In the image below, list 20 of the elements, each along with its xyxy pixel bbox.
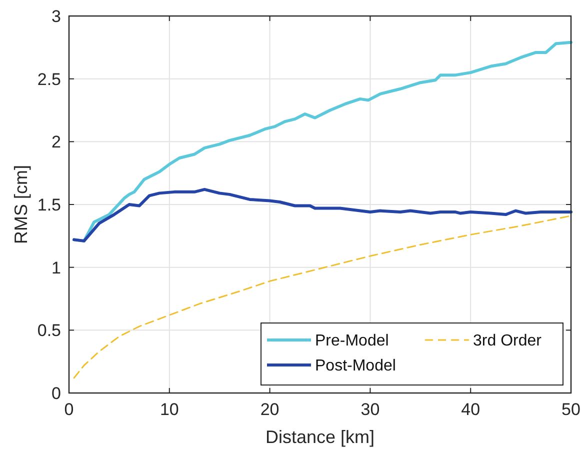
line-series [73,215,572,379]
legend-label: Post-Model [315,358,396,375]
y-tick-label: 0 [52,384,61,403]
legend-label: Pre-Model [315,332,389,350]
line-series [72,188,572,242]
y-tick-label: 1.5 [37,195,61,214]
legend-label: 3rd Order [473,332,542,350]
x-tick-label: 40 [461,400,480,419]
x-tick-label: 0 [64,400,74,419]
x-axis-title: Distance [km] [265,427,375,447]
y-tick-label: 3 [52,6,61,26]
y-tick-label: 1 [52,258,61,278]
x-tick-label: 20 [260,400,280,419]
x-tick-label: 30 [360,400,380,419]
y-tick-label: 2.5 [37,70,61,89]
y-axis-title: RMS [cm] [11,165,31,244]
x-tick-label: 50 [562,400,580,419]
y-tick-label: 2 [52,132,61,152]
x-tick-label: 10 [160,400,179,419]
y-tick-label: 0.5 [37,321,61,340]
